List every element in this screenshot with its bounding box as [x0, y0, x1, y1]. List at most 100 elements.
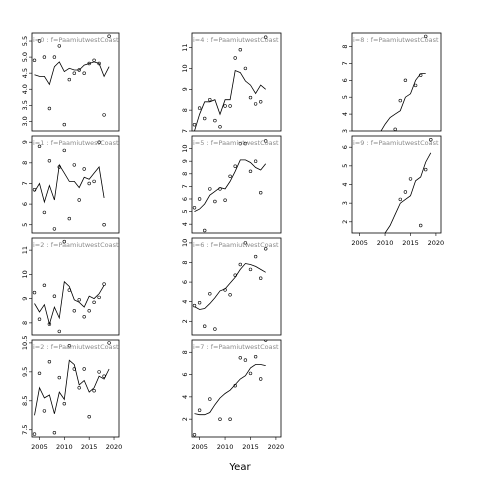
series-line: [380, 73, 426, 131]
y-tick-label: 5.5: [21, 36, 29, 46]
y-tick-label: 3: [341, 201, 349, 205]
data-point: [259, 377, 263, 381]
panel-strip-label: i=2 : f=PaamiutwestCoast: [33, 343, 119, 351]
panel-strip-label: i=5 : f=PaamiutwestCoast: [193, 139, 279, 147]
data-point: [223, 198, 227, 202]
y-tick-label: 3: [341, 129, 349, 133]
data-point: [82, 315, 86, 319]
panel-frame: [191, 135, 282, 234]
y-tick-label: 8: [181, 260, 189, 264]
panel-frame: [31, 237, 120, 336]
data-point: [192, 206, 197, 210]
panel-frame: [31, 135, 120, 234]
x-tick-label: 2005: [191, 443, 208, 451]
data-point: [253, 355, 258, 359]
x-tick-label: 2015: [402, 239, 419, 247]
data-point: [398, 197, 402, 202]
y-tick-label: 7: [341, 61, 349, 65]
data-point: [233, 56, 237, 60]
data-point: [72, 71, 77, 75]
panel-strip-label: i=9 : f=PaamiutwestCoast: [353, 139, 439, 147]
data-point: [253, 102, 258, 106]
y-tick-label: 8: [181, 350, 189, 354]
y-tick-label: 8: [181, 172, 189, 176]
data-point: [429, 138, 433, 142]
y-tick-label: 10: [21, 270, 29, 278]
data-point: [82, 71, 86, 75]
data-point: [264, 35, 268, 39]
data-point: [248, 267, 253, 272]
series-line: [194, 364, 266, 416]
y-tick-label: 2: [181, 417, 189, 421]
y-tick-label: 4: [181, 222, 189, 226]
data-point: [264, 139, 268, 143]
data-point: [424, 167, 428, 172]
data-point: [208, 292, 212, 296]
data-point: [403, 190, 408, 194]
panel-strip-label: i=4 : f=PaamiutwestCoast: [193, 36, 279, 44]
y-tick-label: 10: [181, 64, 189, 72]
data-point: [87, 61, 91, 66]
data-point: [197, 301, 202, 305]
data-point: [42, 283, 47, 287]
y-tick-label: 5: [181, 210, 189, 214]
y-tick-label: 11: [21, 246, 29, 254]
data-point: [47, 322, 52, 326]
data-point: [97, 61, 101, 66]
y-tick-label: 4.0: [21, 84, 29, 94]
data-point: [228, 293, 232, 297]
data-point: [197, 106, 202, 110]
data-point: [419, 223, 423, 228]
y-tick-label: 6: [181, 280, 189, 284]
data-point: [218, 125, 222, 129]
panel-strip-label: i=8 : f=PaamiutwestCoast: [353, 36, 439, 44]
x-axis-label: Year: [228, 462, 251, 473]
data-point: [67, 216, 72, 221]
data-point: [238, 356, 243, 360]
panel-strip-label: i=7 : f=PaamiutwestCoast: [193, 343, 279, 351]
data-point: [32, 432, 37, 436]
y-tick-label: 7: [181, 184, 189, 188]
data-point: [97, 370, 101, 374]
y-tick-label: 7: [181, 129, 189, 133]
y-tick-label: 9: [181, 87, 189, 91]
data-point: [192, 433, 197, 437]
data-point: [62, 239, 67, 244]
series-line: [194, 69, 266, 131]
y-tick-label: 10: [181, 239, 189, 247]
y-tick-label: 8: [21, 161, 29, 165]
y-tick-label: 5: [341, 95, 349, 99]
y-tick-label: 4: [181, 300, 189, 304]
series-line: [194, 159, 267, 212]
y-tick-label: 8: [341, 44, 349, 48]
panel-frame: [31, 32, 120, 132]
panel-frame: [351, 135, 442, 234]
y-tick-label: 3.0: [21, 116, 29, 126]
data-point: [107, 34, 111, 38]
y-tick-label: 11: [181, 43, 189, 51]
y-tick-label: 5: [341, 164, 349, 168]
data-point: [77, 386, 81, 390]
data-point: [82, 367, 86, 371]
data-point: [92, 179, 96, 184]
data-point: [102, 374, 106, 378]
data-point: [413, 83, 418, 88]
data-point: [228, 417, 232, 421]
panel-frame: [351, 32, 442, 132]
data-point: [218, 417, 222, 421]
data-point: [253, 159, 258, 163]
y-tick-label: 5.0: [21, 52, 29, 62]
data-point: [398, 98, 402, 103]
x-tick-label: 2015: [81, 443, 98, 451]
panel-strip-label: i=2 : f=PaamiutwestCoast: [33, 241, 119, 249]
x-tick-label: 2020: [268, 443, 285, 451]
data-point: [238, 47, 243, 52]
x-tick-label: 2005: [351, 239, 368, 247]
data-point: [208, 97, 212, 102]
x-tick-label: 2015: [242, 443, 259, 451]
y-tick-label: 4: [181, 395, 189, 399]
y-tick-label: 8: [21, 321, 29, 325]
data-point: [203, 324, 207, 328]
series-line: [384, 152, 432, 233]
data-point: [223, 288, 227, 292]
